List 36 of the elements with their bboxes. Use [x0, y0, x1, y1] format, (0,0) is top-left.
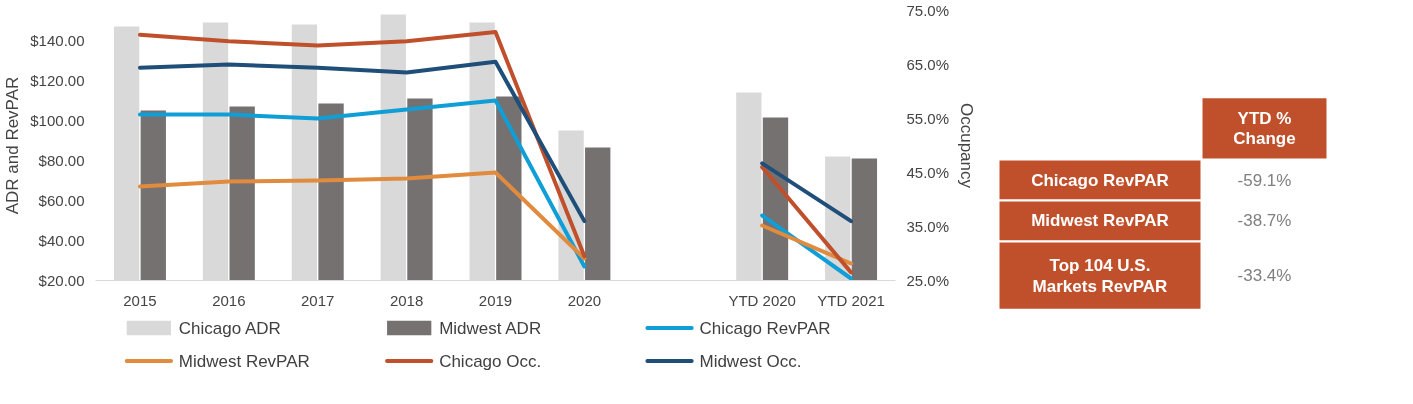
legend-label: Midwest ADR — [439, 318, 542, 338]
category-label: Midwest RevPAR — [1031, 211, 1169, 231]
text: -33.4% — [1237, 266, 1292, 286]
legend-label: Chicago ADR — [178, 318, 281, 338]
y-tick-label: $140.00 — [30, 32, 85, 49]
legend-label: Chicago RevPAR — [699, 318, 831, 338]
x-tick-label: 2017 — [301, 291, 335, 309]
text: YTD % Change — [1233, 108, 1296, 148]
legend-label: Midwest RevPAR — [178, 351, 310, 371]
y-tick-label: $20.00 — [38, 272, 85, 289]
y2-axis-title: Occupancy — [957, 102, 977, 189]
y2-tick-label: 25.0% — [906, 272, 950, 289]
x-tick-label: 2020 — [567, 291, 602, 309]
x-tick-label: 2018 — [389, 291, 424, 309]
y-tick-label: $60.00 — [38, 192, 85, 209]
legend-label: Midwest Occ. — [699, 351, 802, 371]
y-tick-label: $40.00 — [38, 232, 85, 249]
category-label: Top 104 U.S. Markets RevPAR — [1032, 255, 1168, 296]
x-tick-label: 2016 — [212, 291, 246, 309]
y2-tick-label: 35.0% — [906, 218, 950, 235]
y2-tick-label: 75.0% — [906, 2, 950, 19]
x-tick-label: YTD 2020 — [728, 291, 796, 309]
y-axis-title: ADR and RevPAR — [3, 76, 23, 215]
y-tick-label: $80.00 — [38, 152, 85, 169]
text: -38.7% — [1237, 211, 1292, 231]
legend-label: Chicago Occ. — [439, 351, 542, 371]
text: -59.1% — [1237, 170, 1292, 190]
y-tick-label: $100.00 — [30, 112, 85, 129]
y2-tick-label: 65.0% — [906, 56, 950, 73]
category-label: Chicago RevPAR — [1031, 170, 1169, 190]
y-tick-label: $120.00 — [30, 72, 85, 89]
x-tick-label: 2019 — [478, 291, 513, 309]
y2-tick-label: 45.0% — [906, 164, 950, 181]
x-tick-label: YTD 2021 — [817, 291, 885, 309]
x-tick-label: 2015 — [123, 291, 157, 309]
y2-tick-label: 55.0% — [906, 110, 950, 127]
